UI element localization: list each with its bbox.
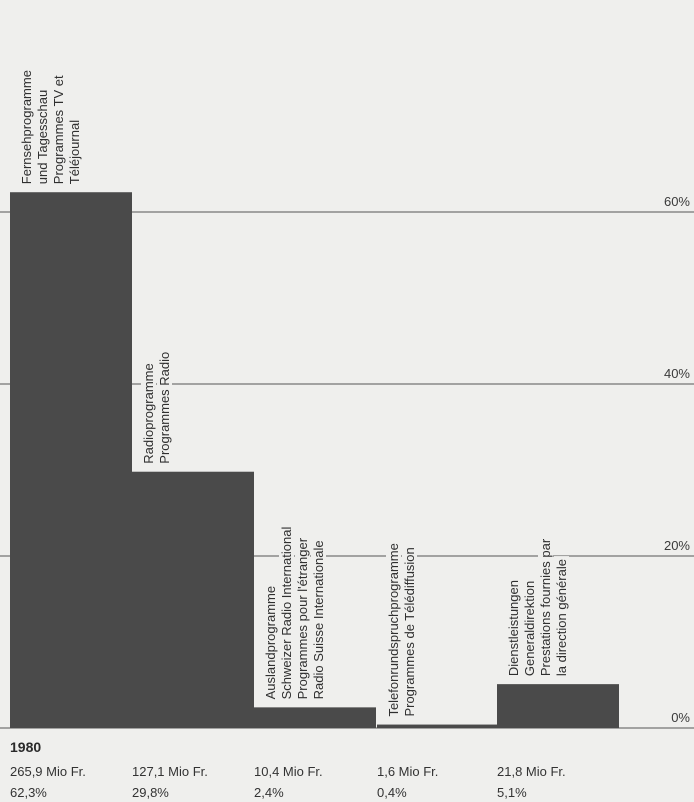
category-labels: Fernsehprogramme und Tagesschau Programmes…: [19, 67, 569, 720]
amount-label: 10,4 Mio Fr.: [254, 764, 323, 779]
y-tick-label: 20%: [664, 538, 690, 553]
bar-4: [377, 724, 499, 728]
percent-label: 0,4%: [377, 785, 407, 800]
bar-1: [10, 192, 132, 729]
label-backdrop: [506, 577, 521, 680]
y-tick-label: 0%: [671, 710, 690, 725]
category-label: Fernsehprogramme: [19, 70, 34, 184]
label-backdrop: [157, 348, 172, 467]
label-backdrop: [522, 577, 537, 680]
category-label: Radio Suisse Internationale: [311, 540, 326, 699]
label-backdrop: [141, 360, 156, 467]
category-label: Programmes pour l'étranger: [295, 537, 310, 699]
category-label: Dienstleistungen: [506, 580, 521, 676]
label-backdrop: [554, 556, 569, 680]
label-backdrop: [35, 86, 50, 188]
category-label: und Tagesschau: [35, 90, 50, 184]
percent-label: 29,8%: [132, 785, 169, 800]
label-backdrop: [311, 537, 326, 703]
label-backdrop: [279, 523, 294, 703]
category-label: Generaldirektion: [522, 581, 537, 676]
category-label: Radioprogramme: [141, 363, 156, 463]
bars: [10, 192, 619, 729]
category-label: Auslandprogramme: [263, 586, 278, 699]
label-backdrop: [295, 534, 310, 703]
amount-label: 265,9 Mio Fr.: [10, 764, 86, 779]
category-label: Programmes de Télédiffusion: [402, 547, 417, 716]
y-tick-label: 40%: [664, 366, 690, 381]
label-backdrop: [67, 116, 82, 188]
bar-3: [254, 707, 376, 728]
y-tick-label: 60%: [664, 194, 690, 209]
category-label: Telefonrundspruchprogramme: [386, 543, 401, 716]
category-label: Téléjournal: [67, 120, 82, 184]
amount-label: 21,8 Mio Fr.: [497, 764, 566, 779]
bar-2: [132, 471, 254, 728]
percent-label: 2,4%: [254, 785, 284, 800]
category-label: Programmes Radio: [157, 352, 172, 464]
category-label: Prestations fournies par: [538, 538, 553, 676]
label-backdrop: [402, 544, 417, 720]
value-table: 1980 265,9 Mio Fr. 62,3% 127,1 Mio Fr. 29,8…: [10, 739, 566, 800]
label-backdrop: [51, 71, 66, 188]
label-backdrop: [538, 535, 553, 680]
category-label: Schweizer Radio International: [279, 527, 294, 700]
label-backdrop: [386, 540, 401, 720]
percent-label: 62,3%: [10, 785, 47, 800]
percent-label: 5,1%: [497, 785, 527, 800]
y-tick-labels: 0% 20% 40% 60%: [664, 194, 690, 725]
year-label: 1980: [10, 739, 41, 755]
category-label: Programmes TV et: [51, 75, 66, 184]
label-backdrop: [263, 582, 278, 703]
category-label: la direction générale: [554, 559, 569, 676]
label-backdrop: [19, 67, 34, 188]
amount-label: 1,6 Mio Fr.: [377, 764, 438, 779]
bar-5: [497, 684, 619, 728]
amount-label: 127,1 Mio Fr.: [132, 764, 208, 779]
